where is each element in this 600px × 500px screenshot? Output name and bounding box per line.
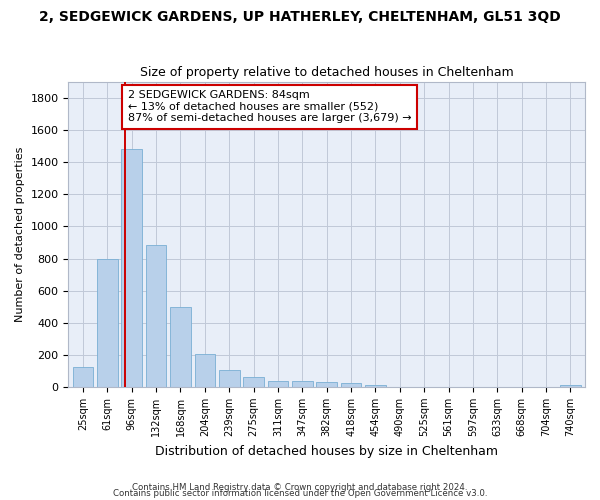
Text: 2, SEDGEWICK GARDENS, UP HATHERLEY, CHELTENHAM, GL51 3QD: 2, SEDGEWICK GARDENS, UP HATHERLEY, CHEL… (39, 10, 561, 24)
Bar (341, 383, 361, 387)
Bar (292, 382, 313, 387)
Bar (146, 245, 166, 387)
Bar (73, 367, 94, 387)
Text: 2 SEDGEWICK GARDENS: 84sqm
← 13% of detached houses are smaller (552)
87% of sem: 2 SEDGEWICK GARDENS: 84sqm ← 13% of deta… (128, 90, 412, 124)
Bar (170, 306, 191, 387)
Bar (219, 370, 239, 387)
Title: Size of property relative to detached houses in Cheltenham: Size of property relative to detached ho… (140, 66, 514, 80)
Bar (243, 376, 264, 387)
Bar (194, 354, 215, 387)
Bar (365, 384, 386, 387)
Bar (97, 260, 118, 387)
Text: Contains public sector information licensed under the Open Government Licence v3: Contains public sector information licen… (113, 490, 487, 498)
X-axis label: Distribution of detached houses by size in Cheltenham: Distribution of detached houses by size … (155, 444, 498, 458)
Y-axis label: Number of detached properties: Number of detached properties (15, 147, 25, 322)
Bar (560, 384, 581, 387)
Bar (316, 382, 337, 387)
Bar (268, 380, 289, 387)
Bar (121, 150, 142, 387)
Text: Contains HM Land Registry data © Crown copyright and database right 2024.: Contains HM Land Registry data © Crown c… (132, 484, 468, 492)
